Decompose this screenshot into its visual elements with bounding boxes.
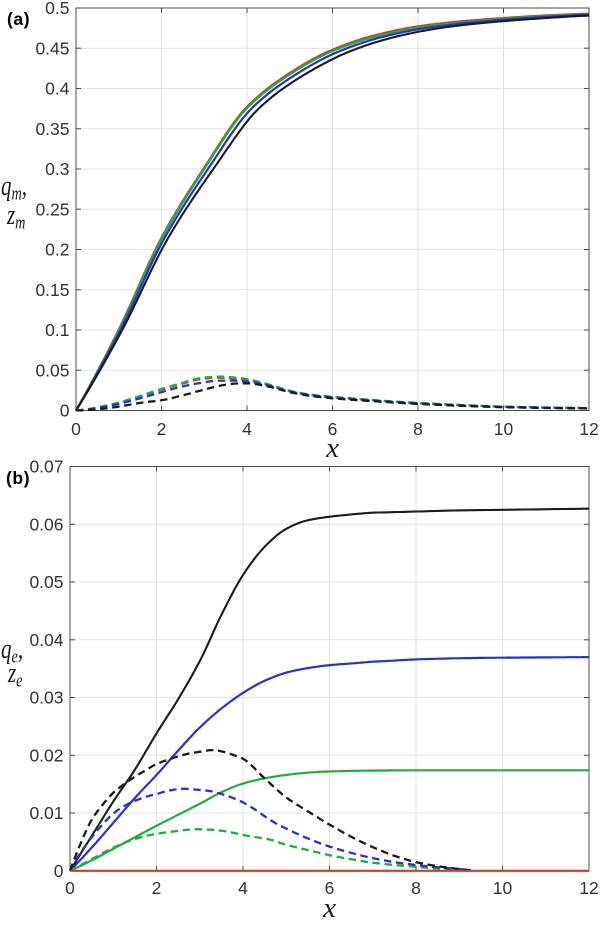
svg-text:2: 2 xyxy=(157,419,167,439)
svg-text:6: 6 xyxy=(328,419,338,439)
svg-text:x: x xyxy=(322,892,336,924)
svg-text:4: 4 xyxy=(242,419,252,439)
svg-text:0: 0 xyxy=(65,878,75,898)
svg-text:0.25: 0.25 xyxy=(35,199,69,219)
svg-text:2: 2 xyxy=(152,878,162,898)
svg-text:0: 0 xyxy=(71,419,81,439)
svg-text:12: 12 xyxy=(579,878,598,898)
svg-text:(a): (a) xyxy=(7,9,30,29)
svg-text:0: 0 xyxy=(54,861,64,881)
svg-text:6: 6 xyxy=(325,878,335,898)
svg-text:0.4: 0.4 xyxy=(45,79,70,99)
svg-text:0.15: 0.15 xyxy=(35,280,69,300)
svg-text:8: 8 xyxy=(411,878,421,898)
svg-text:0.35: 0.35 xyxy=(35,119,69,139)
svg-text:0.45: 0.45 xyxy=(35,39,69,59)
svg-text:0.07: 0.07 xyxy=(29,457,63,477)
svg-text:qe,: qe, xyxy=(1,634,23,667)
svg-text:0.04: 0.04 xyxy=(29,630,63,650)
svg-text:4: 4 xyxy=(238,878,248,898)
svg-text:0.03: 0.03 xyxy=(29,688,63,708)
svg-text:x: x xyxy=(325,432,339,464)
svg-text:0.2: 0.2 xyxy=(45,240,69,260)
svg-text:0.05: 0.05 xyxy=(35,360,69,380)
svg-text:0.3: 0.3 xyxy=(45,159,69,179)
svg-text:0.5: 0.5 xyxy=(45,0,69,18)
svg-text:0.01: 0.01 xyxy=(29,803,63,823)
svg-text:0.05: 0.05 xyxy=(29,572,63,592)
svg-text:10: 10 xyxy=(494,419,514,439)
svg-text:0.1: 0.1 xyxy=(45,320,69,340)
svg-text:0: 0 xyxy=(60,401,70,421)
svg-text:0.02: 0.02 xyxy=(29,746,63,766)
svg-text:0.06: 0.06 xyxy=(29,515,63,535)
svg-text:12: 12 xyxy=(579,419,598,439)
svg-text:(b): (b) xyxy=(6,468,30,488)
svg-text:10: 10 xyxy=(493,878,513,898)
svg-text:8: 8 xyxy=(413,419,423,439)
